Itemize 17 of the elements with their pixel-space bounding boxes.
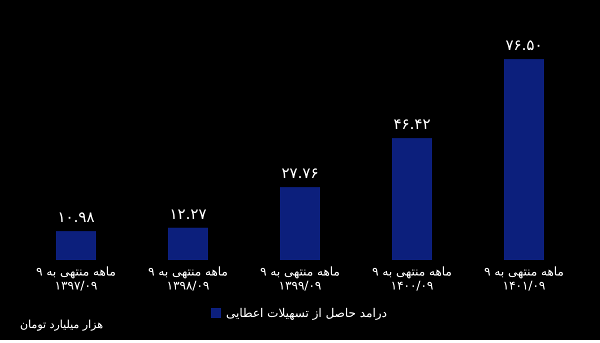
data-label: ۴۶.۴۲ bbox=[394, 115, 430, 134]
x-tick-label: ۹ ماهه منتهی به ۱۳۹۹/۰۹ bbox=[260, 264, 340, 292]
data-label: ۲۷.۷۶ bbox=[282, 164, 318, 182]
data-label: ۷۶.۵۰ bbox=[506, 36, 542, 54]
bar bbox=[168, 228, 208, 260]
bar bbox=[392, 138, 432, 260]
x-tick-label: ۹ ماهه منتهی به ۱۴۰۰/۰۹ bbox=[372, 264, 452, 292]
data-label: ۱۰.۹۸ bbox=[58, 208, 94, 226]
x-tick-label: ۹ ماهه منتهی به ۱۳۹۷/۰۹ bbox=[36, 264, 116, 292]
data-label: ۱۲.۲۷ bbox=[170, 204, 206, 223]
bar bbox=[504, 59, 544, 260]
text: هزار میلیارد تومان bbox=[20, 318, 104, 331]
bar bbox=[56, 231, 96, 260]
x-tick-label: ۹ ماهه منتهی به ۱۴۰۱/۰۹ bbox=[484, 264, 564, 292]
bar bbox=[280, 187, 320, 260]
legend-label: درامد حاصل از تسهیلات اعطایی bbox=[226, 306, 387, 320]
x-tick-label: ۹ ماهه منتهی به ۱۳۹۸/۰۹ bbox=[148, 264, 228, 292]
